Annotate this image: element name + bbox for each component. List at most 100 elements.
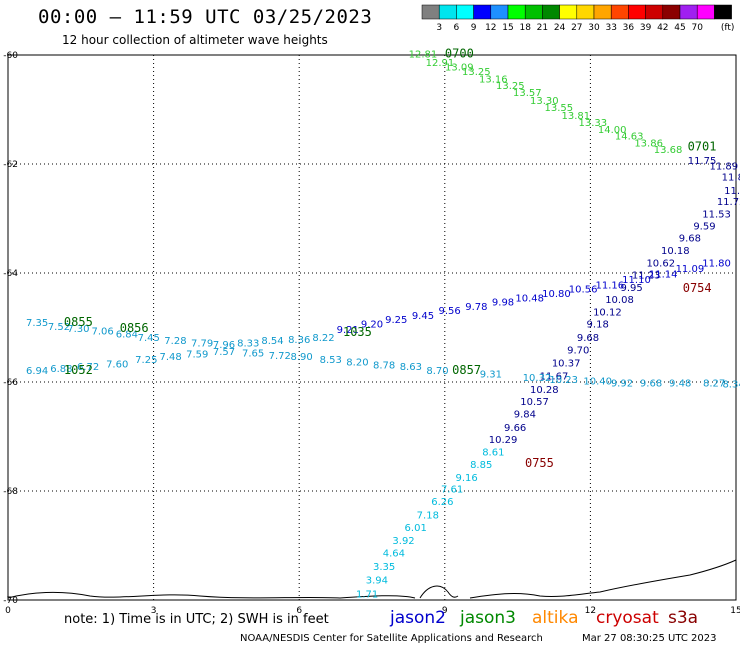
colorbar-level: 6 <box>454 23 460 33</box>
credit-line: NOAA/NESDIS Center for Satellite Applica… <box>240 633 543 644</box>
pass-time-label: 1035 <box>343 325 372 339</box>
swh-value: 9.48 <box>669 378 691 389</box>
swh-value: 11.09 <box>676 264 705 275</box>
grid <box>8 55 736 600</box>
swh-value: 9.59 <box>693 221 715 232</box>
swh-value: 9.70 <box>567 346 589 357</box>
swh-value: 9.68 <box>577 333 599 344</box>
swh-value: 7.52 <box>48 322 70 333</box>
colorbar-level: 33 <box>605 23 616 33</box>
swh-value: 9.84 <box>514 409 536 420</box>
swh-value: 11.89 <box>710 161 739 172</box>
swh-value: 10.56 <box>569 285 598 296</box>
swh-value: 13.09 <box>445 62 474 73</box>
y-tick-label: -70 <box>3 596 18 606</box>
swh-value: 7.28 <box>164 336 186 347</box>
swh-value: 9.78 <box>465 302 487 313</box>
colorbar-unit: (ft) <box>721 23 735 33</box>
swh-value: 12.91 <box>426 58 455 69</box>
swh-value: 9.45 <box>412 311 434 322</box>
swh-value: 7.59 <box>186 349 208 360</box>
plot-frame <box>7 54 737 601</box>
swh-value: 9.98 <box>492 298 514 309</box>
swh-value: 11.23 <box>632 270 661 281</box>
pass-time-label: 1052 <box>64 363 93 377</box>
swh-value: 10.48 <box>515 293 544 304</box>
swh-value: 7.79 <box>191 339 213 350</box>
swh-value: 13.55 <box>545 103 574 114</box>
colorbar-swatch <box>679 4 698 20</box>
x-tick-label: 9 <box>442 606 448 616</box>
colorbar-swatch <box>456 4 474 20</box>
swh-value: 10.62 <box>646 258 675 269</box>
pass-time-label: 0754 <box>683 281 712 295</box>
swh-value: 8.85 <box>470 460 492 471</box>
swh-value: 8.53 <box>320 355 342 366</box>
data-points: 12.8112.9113.0913.2513.1613.2513.5713.30… <box>26 50 740 601</box>
colorbar-swatch <box>593 4 612 20</box>
swh-value: 10.12 <box>593 308 622 319</box>
swh-value: 9.68 <box>640 378 662 389</box>
swh-value: 11.80 <box>702 258 731 269</box>
colorbar-level: 12 <box>485 23 496 33</box>
colorbar-swatch <box>645 4 664 20</box>
colorbar-swatch <box>542 4 560 20</box>
swh-value: 9.95 <box>621 283 643 294</box>
colorbar-level: 27 <box>571 23 582 33</box>
swh-value: 10.23 <box>549 375 578 386</box>
pass-time-label: 0857 <box>452 363 481 377</box>
swh-value: 9.68 <box>679 233 701 244</box>
swh-value: 9.56 <box>439 306 461 317</box>
pass-time-label: 0700 <box>445 47 474 61</box>
swh-value: 7.30 <box>67 324 89 335</box>
x-tick-label: 15 <box>730 606 740 616</box>
colorbar-level: 45 <box>674 23 685 33</box>
swh-value: 11.14 <box>649 269 678 280</box>
y-tick-label: -62 <box>3 160 18 170</box>
swh-value: 14.00 <box>598 125 627 136</box>
swh-value: 9.31 <box>480 370 502 381</box>
legend-jason3: jason3 <box>460 608 516 628</box>
colorbar-swatch <box>628 4 646 20</box>
swh-value: 7.25 <box>135 355 157 366</box>
swh-value: 9.18 <box>587 320 609 331</box>
colorbar-level: 36 <box>623 23 635 33</box>
colorbar: 3 6 9 12 15 18 21 24 27 30 33 36 39 42 45 70 (ft) <box>421 4 735 33</box>
legend-s3a: s3a <box>668 608 699 628</box>
swh-value: 8.63 <box>400 362 422 373</box>
swh-value: 11.86 <box>724 186 740 197</box>
swh-value: 7.96 <box>213 340 235 351</box>
swh-value: 13.68 <box>654 145 683 156</box>
colorbar-swatch <box>507 4 526 20</box>
colorbar-swatch <box>524 4 543 20</box>
pass-time-label: 0855 <box>64 315 93 329</box>
swh-value: 10.32 <box>523 373 552 384</box>
colorbar-swatch <box>662 4 681 20</box>
swh-value: 13.30 <box>530 96 559 107</box>
swh-value: 7.60 <box>106 359 128 370</box>
colorbar-level: 21 <box>537 23 548 33</box>
colorbar-swatch <box>473 4 492 20</box>
swh-value: 10.80 <box>542 289 571 300</box>
colorbar-swatch <box>559 4 578 20</box>
colorbar-level: 42 <box>657 23 668 33</box>
coastline-path <box>7 559 737 599</box>
legend-altika: altika <box>532 608 579 628</box>
colorbar-swatch <box>490 4 509 20</box>
swh-value: 8.20 <box>346 358 368 369</box>
colorbar-level: 24 <box>554 23 566 33</box>
x-tick-label: 12 <box>585 606 596 616</box>
swh-value: 8.61 <box>482 448 504 459</box>
swh-value: 6.72 <box>77 362 99 373</box>
x-tick-label: 6 <box>296 606 302 616</box>
swh-value: 10.37 <box>552 359 581 370</box>
swh-value: 8.22 <box>312 333 334 344</box>
swh-value: 1.71 <box>356 589 378 600</box>
page-title: 00:00 – 11:59 UTC 03/25/2023 <box>38 6 373 28</box>
swh-value: 14.63 <box>615 131 644 142</box>
swh-value: 6.26 <box>431 497 453 508</box>
swh-value: 11.75 <box>688 156 717 167</box>
swh-value: 9.25 <box>385 315 407 326</box>
